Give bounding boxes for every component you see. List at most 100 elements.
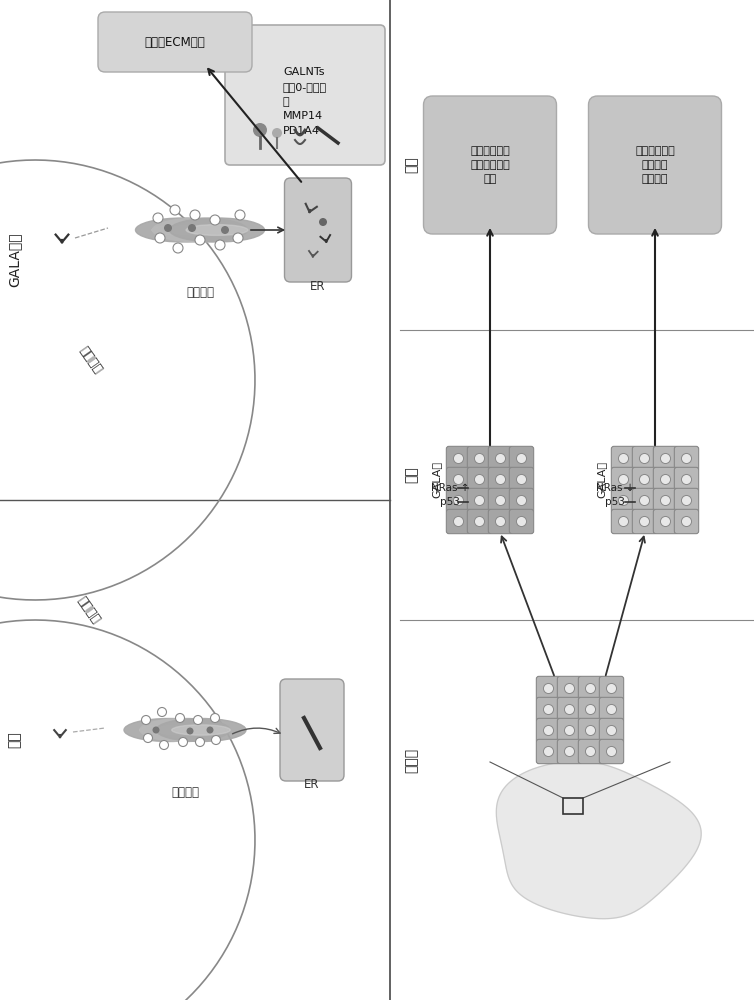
Text: 细胞表面: 细胞表面: [76, 344, 104, 376]
Circle shape: [639, 453, 649, 464]
FancyBboxPatch shape: [599, 718, 624, 743]
Circle shape: [639, 495, 649, 506]
Ellipse shape: [136, 218, 231, 242]
Circle shape: [585, 683, 596, 694]
Circle shape: [142, 716, 151, 724]
FancyBboxPatch shape: [599, 739, 624, 764]
Circle shape: [474, 474, 485, 485]
FancyBboxPatch shape: [674, 467, 699, 492]
Circle shape: [516, 474, 526, 485]
Circle shape: [207, 726, 213, 734]
FancyBboxPatch shape: [536, 676, 561, 701]
Circle shape: [194, 716, 203, 724]
Circle shape: [565, 683, 575, 694]
FancyBboxPatch shape: [536, 718, 561, 743]
FancyBboxPatch shape: [489, 488, 513, 513]
Text: 正常肝: 正常肝: [404, 747, 418, 773]
Circle shape: [453, 474, 464, 485]
FancyBboxPatch shape: [98, 12, 252, 72]
Circle shape: [495, 516, 505, 527]
Circle shape: [215, 240, 225, 250]
Circle shape: [474, 516, 485, 527]
Text: 早期: 早期: [404, 467, 418, 483]
Circle shape: [682, 474, 691, 485]
FancyBboxPatch shape: [280, 679, 344, 781]
FancyBboxPatch shape: [446, 488, 470, 513]
Circle shape: [453, 453, 464, 464]
FancyBboxPatch shape: [611, 467, 636, 492]
FancyBboxPatch shape: [536, 739, 561, 764]
Circle shape: [173, 243, 183, 253]
Circle shape: [221, 226, 229, 234]
Circle shape: [453, 495, 464, 506]
Circle shape: [195, 235, 205, 245]
Circle shape: [474, 453, 485, 464]
Circle shape: [585, 725, 596, 736]
Circle shape: [682, 453, 691, 464]
FancyBboxPatch shape: [611, 509, 636, 534]
Circle shape: [272, 128, 282, 138]
Text: GALNTs
其它0-糖基化
酶
MMP14
PD1A4: GALNTs 其它0-糖基化 酶 MMP14 PD1A4: [283, 67, 327, 136]
FancyBboxPatch shape: [467, 467, 492, 492]
Circle shape: [544, 704, 553, 715]
Text: GALA高: GALA高: [431, 462, 441, 498]
Text: 快速肿瘾生长
邻近器官浸演
转移: 快速肿瘾生长 邻近器官浸演 转移: [470, 146, 510, 184]
Text: NRas ↓: NRas ↓: [596, 483, 634, 493]
Circle shape: [233, 233, 243, 243]
FancyBboxPatch shape: [611, 488, 636, 513]
Circle shape: [565, 725, 575, 736]
Circle shape: [190, 210, 200, 220]
FancyBboxPatch shape: [424, 96, 556, 234]
Circle shape: [606, 746, 617, 757]
Circle shape: [212, 736, 220, 744]
FancyBboxPatch shape: [589, 96, 722, 234]
Ellipse shape: [172, 725, 230, 735]
FancyBboxPatch shape: [599, 697, 624, 722]
Circle shape: [618, 495, 629, 506]
FancyBboxPatch shape: [510, 509, 534, 534]
FancyBboxPatch shape: [467, 488, 492, 513]
Circle shape: [606, 683, 617, 694]
Circle shape: [176, 714, 185, 722]
Circle shape: [516, 495, 526, 506]
Circle shape: [661, 516, 670, 527]
FancyBboxPatch shape: [510, 446, 534, 471]
Circle shape: [179, 738, 188, 746]
FancyBboxPatch shape: [489, 509, 513, 534]
Circle shape: [495, 474, 505, 485]
Circle shape: [188, 224, 196, 232]
Circle shape: [618, 516, 629, 527]
FancyBboxPatch shape: [510, 467, 534, 492]
Text: p53: p53: [605, 497, 625, 507]
Circle shape: [319, 218, 327, 226]
FancyBboxPatch shape: [653, 446, 678, 471]
Circle shape: [639, 474, 649, 485]
Text: ER: ER: [305, 778, 320, 792]
Circle shape: [155, 233, 165, 243]
Circle shape: [164, 224, 172, 232]
FancyBboxPatch shape: [446, 509, 470, 534]
Circle shape: [516, 453, 526, 464]
Polygon shape: [496, 761, 701, 919]
Circle shape: [682, 495, 691, 506]
Circle shape: [235, 210, 245, 220]
FancyBboxPatch shape: [653, 488, 678, 513]
Circle shape: [152, 726, 160, 734]
Circle shape: [618, 453, 629, 464]
Circle shape: [544, 683, 553, 694]
Circle shape: [495, 495, 505, 506]
FancyBboxPatch shape: [653, 509, 678, 534]
FancyBboxPatch shape: [284, 178, 351, 282]
Ellipse shape: [156, 725, 214, 735]
FancyBboxPatch shape: [446, 446, 470, 471]
FancyBboxPatch shape: [633, 509, 657, 534]
Circle shape: [210, 215, 220, 225]
Circle shape: [661, 495, 670, 506]
Circle shape: [661, 474, 670, 485]
Text: 高尔基体: 高尔基体: [186, 286, 214, 298]
FancyBboxPatch shape: [674, 488, 699, 513]
Circle shape: [565, 704, 575, 715]
FancyBboxPatch shape: [489, 467, 513, 492]
FancyBboxPatch shape: [510, 488, 534, 513]
Circle shape: [618, 474, 629, 485]
